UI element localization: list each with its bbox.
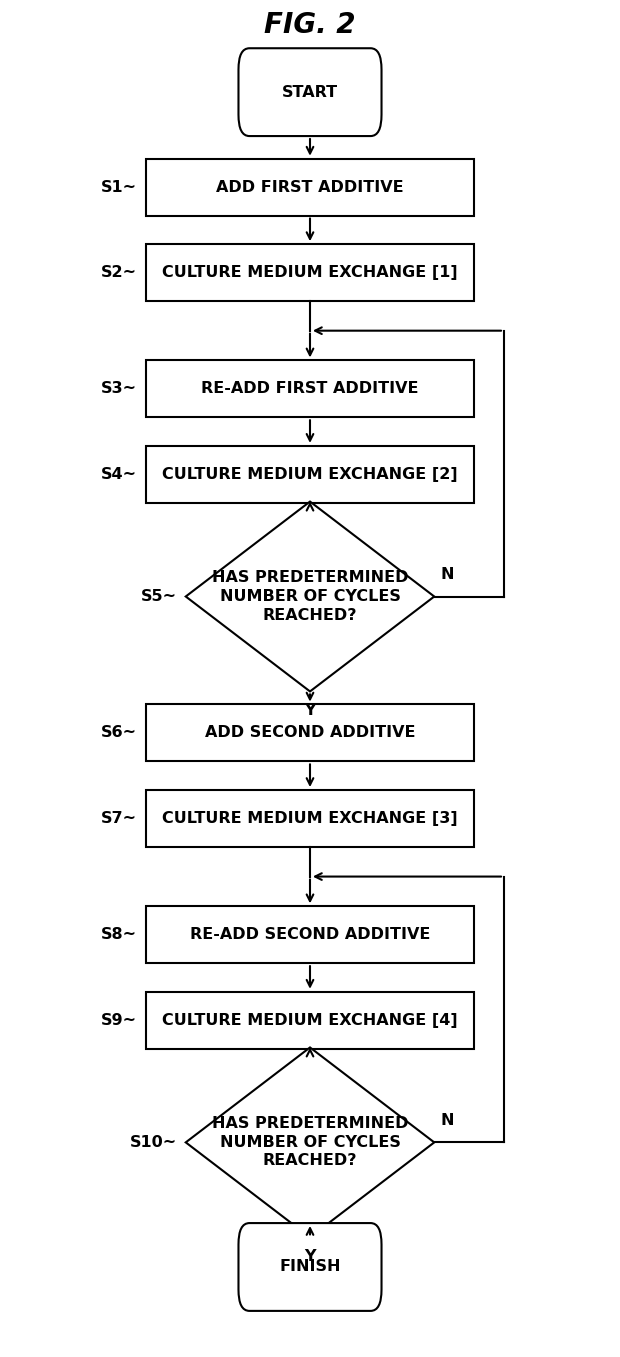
Text: RE-ADD FIRST ADDITIVE: RE-ADD FIRST ADDITIVE [202, 381, 418, 396]
Text: HAS PREDETERMINED
NUMBER OF CYCLES
REACHED?: HAS PREDETERMINED NUMBER OF CYCLES REACH… [212, 570, 408, 623]
Text: CULTURE MEDIUM EXCHANGE [1]: CULTURE MEDIUM EXCHANGE [1] [162, 265, 458, 280]
Text: ADD SECOND ADDITIVE: ADD SECOND ADDITIVE [205, 726, 415, 741]
Text: START: START [282, 84, 338, 99]
Polygon shape [186, 502, 434, 692]
Text: FINISH: FINISH [279, 1259, 341, 1274]
Bar [146, 159, 474, 216]
Text: RE-ADD SECOND ADDITIVE: RE-ADD SECOND ADDITIVE [190, 927, 430, 942]
Bar [146, 244, 474, 301]
Bar [146, 992, 474, 1049]
Text: S8~: S8~ [101, 927, 137, 942]
Text: N: N [440, 567, 454, 582]
Text: Y: Y [304, 703, 316, 718]
Text: S1~: S1~ [101, 179, 137, 194]
Text: N: N [440, 1113, 454, 1128]
Text: S3~: S3~ [101, 381, 137, 396]
Text: S5~: S5~ [141, 589, 177, 604]
Text: S10~: S10~ [130, 1134, 177, 1149]
Bar [146, 446, 474, 502]
FancyBboxPatch shape [239, 49, 381, 136]
Bar [146, 790, 474, 847]
Text: S4~: S4~ [101, 467, 137, 482]
FancyBboxPatch shape [239, 1223, 381, 1311]
Text: CULTURE MEDIUM EXCHANGE [4]: CULTURE MEDIUM EXCHANGE [4] [162, 1012, 458, 1027]
Polygon shape [186, 1048, 434, 1238]
Bar [146, 704, 474, 761]
Text: CULTURE MEDIUM EXCHANGE [3]: CULTURE MEDIUM EXCHANGE [3] [162, 811, 458, 826]
Text: HAS PREDETERMINED
NUMBER OF CYCLES
REACHED?: HAS PREDETERMINED NUMBER OF CYCLES REACH… [212, 1117, 408, 1168]
Text: S6~: S6~ [101, 726, 137, 741]
Bar [146, 906, 474, 963]
Text: S2~: S2~ [101, 265, 137, 280]
Text: S9~: S9~ [101, 1012, 137, 1027]
Text: CULTURE MEDIUM EXCHANGE [2]: CULTURE MEDIUM EXCHANGE [2] [162, 467, 458, 482]
Text: FIG. 2: FIG. 2 [264, 11, 356, 39]
Text: Y: Y [304, 1250, 316, 1265]
Text: S7~: S7~ [101, 811, 137, 826]
Text: ADD FIRST ADDITIVE: ADD FIRST ADDITIVE [216, 179, 404, 194]
Bar [146, 361, 474, 418]
